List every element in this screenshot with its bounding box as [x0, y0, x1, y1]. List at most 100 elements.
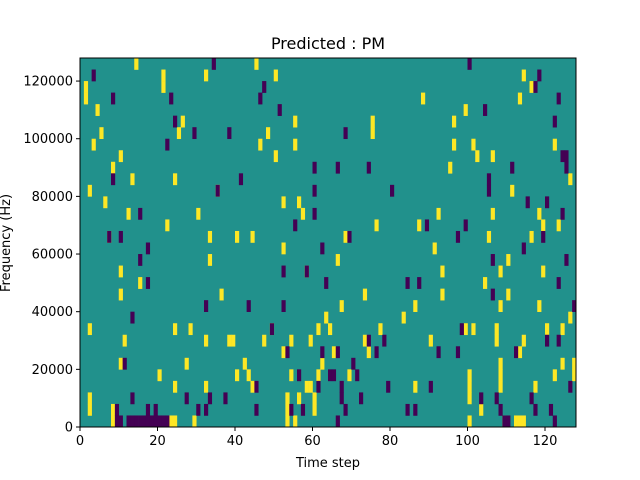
heatmap-cell-high — [552, 369, 557, 382]
heatmap-cell-high — [111, 415, 116, 428]
heatmap-cell-low — [545, 334, 550, 347]
heatmap-cell-low — [483, 104, 488, 116]
heatmap-cell-low — [320, 346, 325, 359]
heatmap-cell-high — [262, 334, 267, 347]
heatmap-cell-high — [316, 369, 321, 382]
heatmap-cell-low — [525, 196, 530, 209]
heatmap-cell-high — [537, 300, 542, 312]
heatmap-cell-low — [510, 161, 515, 174]
heatmap-cell-low — [316, 380, 321, 393]
heatmap-cell-high — [273, 150, 278, 163]
heatmap-cell-high — [517, 92, 523, 105]
heatmap-cell-low — [417, 277, 422, 289]
heatmap-cell-low — [359, 392, 364, 405]
heatmap-cell-low — [107, 230, 112, 243]
heatmap-cell-high — [467, 392, 472, 405]
heatmap-cell-low — [173, 115, 178, 128]
heatmap-cell-low — [564, 150, 569, 163]
heatmap-cell-high — [122, 334, 127, 347]
heatmap-cell-low — [467, 58, 472, 70]
heatmap-cell-high — [293, 415, 298, 428]
heatmap-cell-high — [506, 254, 511, 266]
heatmap-cell-high — [281, 196, 286, 209]
heatmap-cell-high — [300, 207, 306, 220]
heatmap-cell-low — [297, 369, 302, 382]
heatmap-cell-high — [498, 265, 503, 278]
heatmap-cell-high — [173, 415, 178, 428]
x-tick-label: 120 — [533, 434, 558, 449]
heatmap-cell-low — [149, 415, 154, 428]
heatmap-cell-high — [572, 369, 577, 382]
heatmap-cell-high — [196, 207, 201, 220]
heatmap-cell-high — [95, 104, 100, 116]
heatmap-cell-low — [118, 230, 123, 243]
heatmap-cell-low — [122, 357, 127, 370]
heatmap-cell-high — [161, 69, 166, 82]
x-tick-label: 80 — [382, 434, 399, 449]
heatmap-cell-high — [308, 380, 313, 393]
heatmap-cell-low — [281, 265, 286, 278]
heatmap-cell-high — [471, 323, 476, 336]
heatmap-cell-low — [335, 415, 340, 428]
heatmap-cell-high — [176, 127, 182, 140]
heatmap-cell-low — [479, 392, 484, 405]
heatmap-cell-high — [138, 277, 143, 289]
heatmap-cell-low — [490, 254, 495, 266]
heatmap-cell-low — [161, 415, 166, 428]
heatmap-cell-high — [285, 403, 290, 416]
y-tick-label: 60000 — [32, 248, 73, 263]
heatmap-cell-high — [498, 369, 503, 382]
heatmap-cell-high — [471, 138, 476, 151]
chart-title: Predicted : PM — [271, 34, 385, 53]
heatmap-cell-high — [514, 415, 519, 428]
heatmap-cell-high — [568, 311, 573, 324]
heatmap-cell-high — [242, 357, 247, 370]
heatmap-cell-low — [560, 150, 565, 163]
heatmap-cell-high — [266, 127, 271, 140]
y-tick-label: 80000 — [32, 190, 73, 205]
heatmap-cell-low — [142, 415, 147, 428]
heatmap-cell-high — [219, 288, 224, 301]
heatmap-cell-low — [494, 392, 499, 405]
heatmap-cell-high — [467, 380, 472, 393]
x-axis: 0 20 40 60 80 100 120 — [76, 427, 558, 449]
heatmap-cell-high — [87, 184, 92, 197]
plot-area — [79, 57, 577, 428]
y-axis: 0 20000 40000 60000 80000 100000 120000 — [23, 75, 80, 436]
heatmap-cell-low — [424, 219, 430, 232]
heatmap-cell-low — [138, 207, 143, 220]
heatmap-cell-low — [145, 403, 151, 416]
heatmap-cell-high — [87, 403, 92, 416]
heatmap-cell-high — [529, 230, 534, 243]
heatmap-cell-low — [215, 184, 220, 197]
heatmap-cell-high — [328, 323, 333, 336]
heatmap-cell-high — [541, 219, 546, 232]
heatmap-cell-low — [153, 415, 158, 428]
heatmap-cell-high — [545, 323, 550, 336]
heatmap-cell-low — [227, 127, 232, 140]
plot-frame — [79, 57, 577, 428]
heatmap-cell-high — [118, 288, 123, 301]
heatmap-cell-low — [196, 403, 201, 416]
heatmap-cell-low — [138, 415, 143, 428]
heatmap-cell-high — [452, 115, 457, 128]
heatmap-cell-high — [436, 207, 441, 220]
heatmap-cell-low — [436, 346, 441, 359]
heatmap-cell-low — [285, 346, 290, 359]
heatmap-cell-high — [83, 81, 89, 93]
heatmap-cell-low — [556, 334, 561, 347]
heatmap-cell-high — [552, 138, 557, 151]
heatmap-cell-high — [417, 219, 422, 232]
heatmap-cell-low — [548, 403, 554, 416]
heatmap-cell-low — [324, 277, 329, 289]
heatmap-cell-high — [165, 219, 170, 232]
heatmap-cell-low — [366, 161, 371, 174]
heatmap-background — [80, 58, 576, 427]
heatmap-cell-low — [351, 357, 356, 370]
heatmap-cell-low — [355, 369, 360, 382]
heatmap-cell-high — [312, 403, 317, 416]
heatmap-cell-high — [347, 369, 352, 382]
heatmap-cell-low — [312, 161, 317, 174]
heatmap-cell-high — [521, 69, 526, 82]
heatmap-cell-low — [502, 415, 507, 428]
